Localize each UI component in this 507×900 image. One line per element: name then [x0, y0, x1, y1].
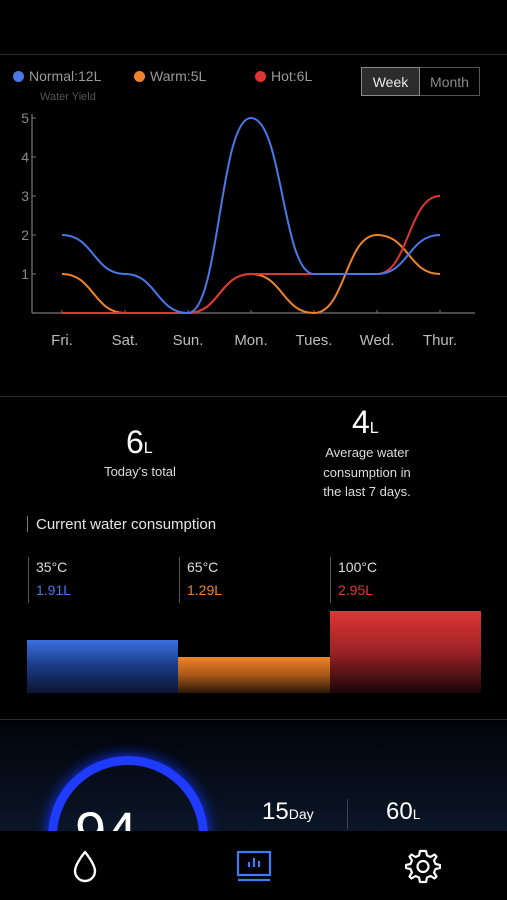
today-total-value: 6L — [126, 424, 153, 461]
y-tick-label: 5 — [21, 110, 29, 126]
remaining-liters-number: 60 — [386, 798, 413, 825]
statistics-icon — [236, 850, 272, 882]
consumption-title: Current water consumption — [36, 516, 217, 533]
x-tick-label: Fri. — [51, 332, 73, 349]
remaining-liters-unit: L — [412, 806, 421, 822]
x-tick-label: Wed. — [360, 332, 395, 349]
water-drop-icon — [73, 850, 97, 883]
temperature-label: 65°C — [187, 559, 219, 575]
temperature-label: 100°C — [338, 559, 378, 575]
card-divider — [347, 799, 348, 829]
consumption-marker — [179, 557, 180, 603]
remaining-days-number: 15 — [262, 798, 289, 825]
consumption-marker — [28, 557, 29, 603]
consumption-value: 1.29L — [187, 582, 223, 598]
consumption-bar-65c — [178, 657, 330, 693]
consumption-bar-35c — [27, 640, 178, 693]
consumption-title-marker — [27, 516, 28, 532]
x-tick-label: Tues. — [296, 332, 333, 349]
legend-warm: Warm:5L — [134, 68, 206, 84]
y-tick-label: 2 — [21, 227, 29, 243]
legend-hot-label: Hot:6L — [271, 68, 313, 84]
y-tick-label: 1 — [21, 266, 29, 282]
consumption-value: 2.95L — [338, 582, 374, 598]
section-divider — [0, 396, 507, 397]
remaining-days-unit: Day — [288, 806, 314, 822]
week-button[interactable]: Week — [361, 67, 420, 96]
nav-statistics[interactable] — [234, 847, 274, 885]
legend-normal: Normal:12L — [13, 68, 101, 84]
legend-warm-dot — [134, 70, 145, 82]
x-tick-label: Mon. — [234, 332, 267, 349]
today-total-number: 6 — [126, 424, 144, 460]
top-divider — [0, 54, 507, 55]
today-total-unit: L — [143, 440, 153, 457]
month-button[interactable]: Month — [420, 67, 480, 96]
device-status-card: 94 15Day 60L — [0, 721, 507, 831]
consumption-marker — [330, 557, 331, 603]
temperature-label: 35°C — [36, 559, 68, 575]
legend-normal-dot — [13, 70, 24, 82]
remaining-liters: 60L — [386, 798, 421, 826]
period-toggle: Week Month — [361, 67, 480, 96]
average-value: 4L — [352, 404, 379, 441]
consumption-value: 1.91L — [36, 582, 72, 598]
filter-ring-value: 94 — [75, 799, 137, 831]
gear-icon — [405, 849, 441, 884]
nav-water[interactable] — [65, 847, 105, 885]
section-divider — [0, 719, 507, 720]
average-caption-line: the last 7 days. — [323, 484, 411, 499]
average-caption-line: Average water — [325, 445, 409, 460]
series-line-normal — [61, 116, 441, 315]
y-tick-label: 3 — [21, 188, 29, 204]
x-tick-label: Thur. — [423, 332, 457, 349]
x-tick-label: Sat. — [112, 332, 139, 349]
average-unit: L — [369, 420, 379, 437]
average-caption: Average water consumption in the last 7 … — [302, 443, 432, 502]
series-line-hot — [62, 195, 441, 314]
today-total-caption: Today's total — [104, 464, 176, 479]
consumption-bar-100c — [330, 611, 481, 693]
y-tick-label: 4 — [21, 149, 29, 165]
legend-hot-dot — [255, 70, 266, 82]
bottom-navigation — [0, 831, 507, 900]
average-caption-line: consumption in — [323, 464, 411, 480]
average-number: 4 — [352, 404, 370, 440]
nav-settings[interactable] — [403, 847, 443, 885]
x-tick-label: Sun. — [173, 332, 204, 349]
legend-hot: Hot:6L — [255, 68, 312, 84]
legend-warm-label: Warm:5L — [150, 68, 207, 84]
water-yield-chart: 1 2 3 4 5 Fri. Sat. Sun. Mon. Tues. Wed. Thur. — [21, 110, 475, 349]
remaining-days: 15Day — [262, 798, 314, 826]
legend-normal-label: Normal:12L — [29, 68, 102, 84]
chart-y-axis-label: Water Yield — [40, 91, 96, 103]
